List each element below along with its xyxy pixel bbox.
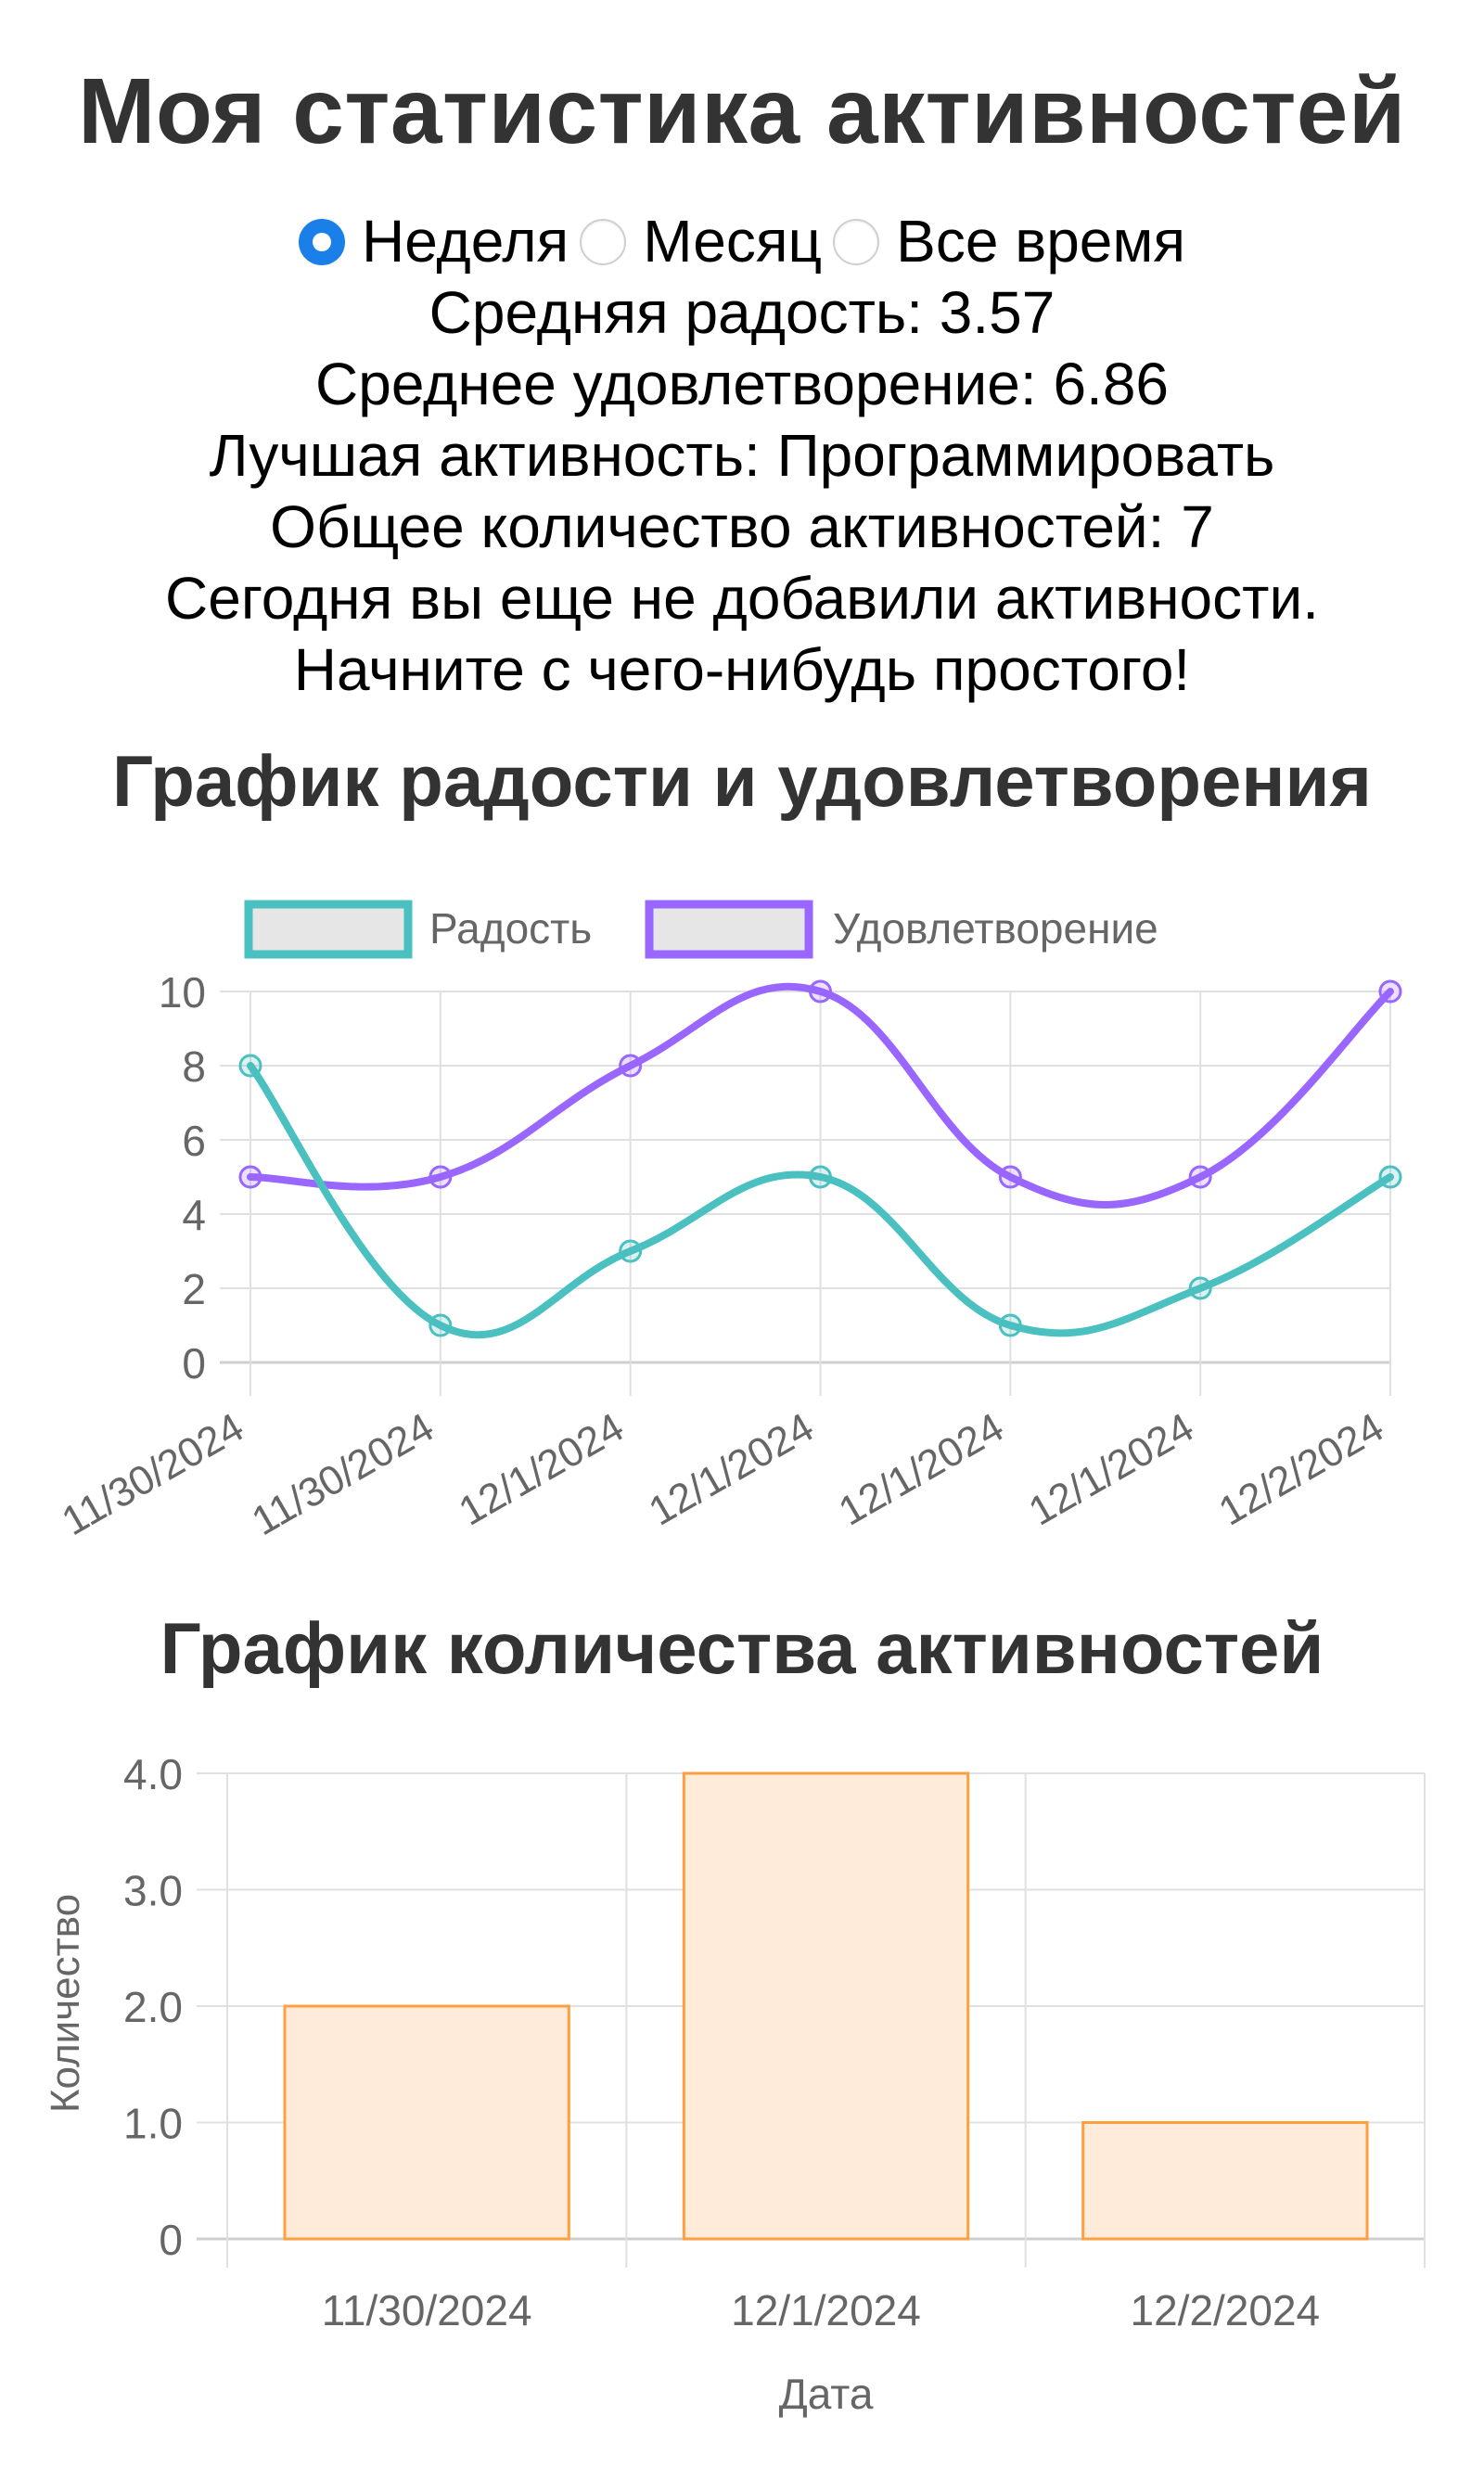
x-axis-title: Дата bbox=[779, 2370, 874, 2418]
avg-joy-text: Средняя радость: 3.57 bbox=[429, 279, 1055, 346]
legend-swatch bbox=[645, 900, 813, 959]
activity-count-bar-chart[interactable]: 0 1.0 2.0 3.0 4.0 11/30/2024 12/1/2024 12/2/202… bbox=[0, 1725, 1484, 2468]
chart-legend: Радость Удовлетворение bbox=[244, 900, 1158, 959]
radio-month[interactable] bbox=[580, 218, 627, 265]
line-chart-title: График радости и удовлетворения bbox=[112, 740, 1372, 822]
y-tick-label: 2 bbox=[182, 1265, 206, 1313]
joy-satisfaction-line-chart[interactable]: Радость Удовлетворение 0 2 4 6 8 10 11/30/202411… bbox=[0, 872, 1484, 1577]
data-point[interactable] bbox=[619, 1239, 643, 1263]
bar[interactable] bbox=[1081, 2121, 1369, 2241]
x-tick-label: 12/1/2024 bbox=[452, 1404, 632, 1534]
avg-satisfaction-text: Среднее удовлетворение: 6.86 bbox=[315, 351, 1169, 417]
data-point[interactable] bbox=[238, 1054, 262, 1078]
legend-label: Удовлетворение bbox=[833, 904, 1158, 953]
legend-label: Радость bbox=[429, 904, 592, 953]
y-tick-label: 3.0 bbox=[123, 1867, 183, 1915]
period-option-label: Неделя bbox=[361, 208, 569, 275]
period-option-label: Все время bbox=[896, 208, 1186, 275]
legend-item[interactable]: Радость bbox=[244, 900, 592, 959]
series-satisfaction bbox=[238, 979, 1402, 1208]
legend-swatch bbox=[244, 900, 413, 959]
data-point[interactable] bbox=[238, 1165, 262, 1189]
period-option-month[interactable]: Месяц bbox=[580, 206, 822, 277]
y-tick-label: 0 bbox=[182, 1339, 206, 1387]
x-tick-label: 12/2/2024 bbox=[1211, 1404, 1391, 1534]
bar[interactable] bbox=[682, 1771, 970, 2241]
y-tick-label: 6 bbox=[182, 1117, 206, 1165]
today-notice: Сегодня вы еще не добавили активности. bbox=[165, 565, 1319, 632]
x-tick-label: 12/1/2024 bbox=[641, 1404, 821, 1534]
radio-all-time[interactable] bbox=[833, 218, 880, 265]
y-tick-label: 1.0 bbox=[123, 2100, 183, 2148]
x-tick-label: 12/1/2024 bbox=[831, 1404, 1011, 1534]
radio-week[interactable] bbox=[298, 218, 345, 265]
x-tick-label: 11/30/2024 bbox=[322, 2286, 532, 2334]
series-joy bbox=[238, 1054, 1402, 1339]
period-selector: Неделя Месяц Все время bbox=[0, 206, 1484, 277]
y-tick-label: 4.0 bbox=[123, 1750, 183, 1798]
page-title: Моя статистика активностей bbox=[78, 59, 1406, 163]
stats-panel: Неделя Месяц Все время Средняя радость: … bbox=[0, 206, 1484, 706]
period-option-week[interactable]: Неделя bbox=[298, 206, 569, 277]
y-tick-label: 8 bbox=[182, 1042, 206, 1091]
total-activities-text: Общее количество активностей: 7 bbox=[270, 493, 1214, 560]
data-point[interactable] bbox=[619, 1054, 643, 1078]
best-activity-text: Лучшая активность: Программировать bbox=[209, 422, 1275, 489]
bar-chart-title: График количества активностей bbox=[160, 1607, 1324, 1689]
data-point[interactable] bbox=[429, 1313, 453, 1337]
data-point[interactable] bbox=[1378, 979, 1402, 1004]
chart-grid bbox=[220, 991, 1391, 1396]
x-tick-label: 11/30/2024 bbox=[55, 1404, 251, 1544]
period-option-all-time[interactable]: Все время bbox=[833, 206, 1185, 277]
y-tick-label: 0 bbox=[159, 2216, 183, 2264]
x-tick-label: 12/1/2024 bbox=[1021, 1404, 1201, 1534]
y-tick-label: 4 bbox=[182, 1191, 206, 1239]
y-axis-title: Количество bbox=[43, 1894, 88, 2113]
data-point[interactable] bbox=[429, 1165, 453, 1189]
data-point[interactable] bbox=[809, 979, 832, 1004]
bar[interactable] bbox=[283, 2004, 570, 2241]
data-point[interactable] bbox=[809, 1165, 832, 1189]
period-option-label: Месяц bbox=[643, 208, 823, 275]
x-tick-label: 11/30/2024 bbox=[244, 1404, 441, 1544]
data-point[interactable] bbox=[1188, 1276, 1212, 1300]
x-tick-label: 12/1/2024 bbox=[731, 2286, 921, 2334]
today-suggestion: Начните с чего-нибудь простого! bbox=[293, 636, 1191, 703]
data-point[interactable] bbox=[1378, 1165, 1402, 1189]
data-point[interactable] bbox=[998, 1313, 1022, 1337]
legend-item[interactable]: Удовлетворение bbox=[645, 900, 1158, 959]
x-tick-label: 12/2/2024 bbox=[1131, 2286, 1321, 2334]
data-point[interactable] bbox=[998, 1165, 1022, 1189]
data-point[interactable] bbox=[1188, 1165, 1212, 1189]
y-tick-label: 2.0 bbox=[123, 1983, 183, 2031]
y-tick-label: 10 bbox=[159, 968, 206, 1017]
